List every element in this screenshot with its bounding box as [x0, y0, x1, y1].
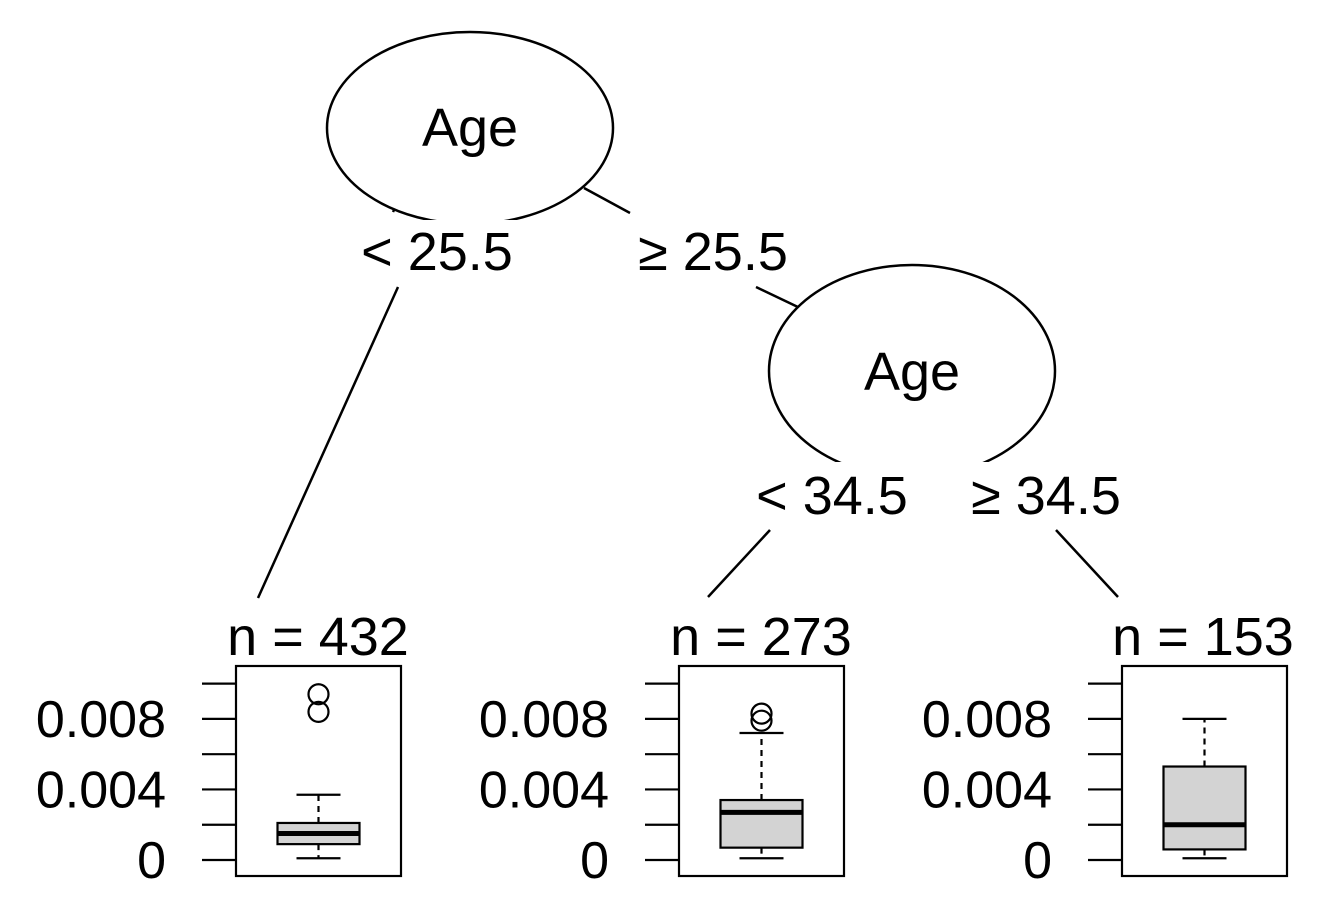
leaf-1-n-label: n = 432 [227, 607, 409, 667]
root-left-edge-label: < 25.5 [361, 222, 513, 282]
box-iqr [719, 798, 804, 849]
y-axis-tick-label: 0.004 [36, 761, 166, 819]
edge-root-right [755, 285, 801, 310]
edge-inner-right [1055, 529, 1119, 598]
outlier-point [307, 683, 330, 706]
edge-root-right-top [583, 186, 631, 215]
y-axis-tick-label: 0.008 [922, 691, 1052, 749]
root-node: Age [325, 30, 615, 226]
y-axis-tick-label: 0 [580, 832, 609, 890]
inner-left-edge-label: < 34.5 [756, 466, 908, 526]
inner-node: Age [767, 263, 1057, 479]
root-right-edge-label: ≥ 25.5 [638, 222, 788, 282]
edge-root-left [256, 286, 400, 599]
leaf-2-boxplot-panel: 0 0.004 0.008 [479, 664, 846, 890]
inner-edge-label-bg [735, 462, 1135, 526]
root-node-label: Age [422, 98, 518, 158]
y-axis-tick-label: 0 [1023, 832, 1052, 890]
outlier-point [750, 702, 773, 725]
outlier-point [307, 700, 330, 723]
leaf-3-n-label: n = 153 [1112, 607, 1294, 667]
edge-inner-left [707, 529, 771, 598]
root-left-label-bg [350, 220, 525, 284]
leaf-2-n-label: n = 273 [670, 607, 852, 667]
inner-right-edge-label: ≥ 34.5 [971, 466, 1121, 526]
y-axis-tick-label: 0.008 [36, 691, 166, 749]
box-iqr [1162, 765, 1247, 851]
leaf-1-boxplot-panel: 0 0.004 0.008 [36, 664, 403, 890]
y-axis-tick-label: 0.004 [922, 761, 1052, 819]
y-axis-tick-label: 0.004 [479, 761, 609, 819]
inner-node-label: Age [864, 342, 960, 402]
y-axis-tick-label: 0.008 [479, 691, 609, 749]
y-axis-tick-label: 0 [137, 832, 166, 890]
leaf-3-boxplot-panel: 0 0.004 0.008 [922, 664, 1289, 890]
outlier-point [750, 709, 773, 732]
